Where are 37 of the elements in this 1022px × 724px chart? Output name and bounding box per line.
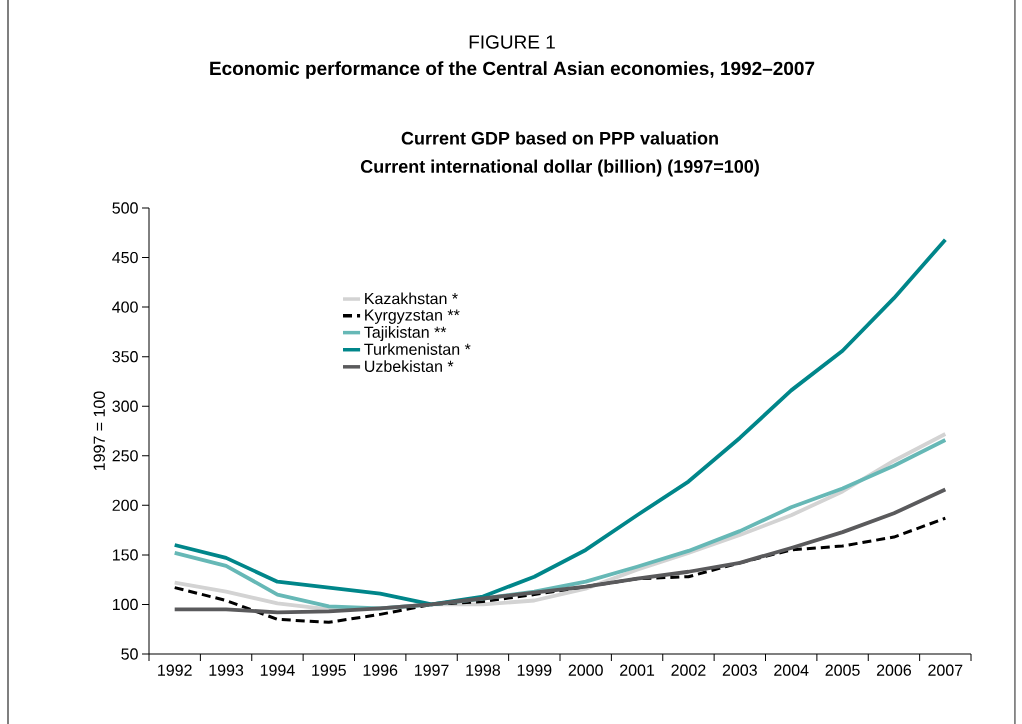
x-tick-label: 2001 — [620, 664, 655, 676]
x-tick-label: 2007 — [928, 664, 963, 676]
x-tick-label: 1998 — [466, 664, 501, 676]
x-tick-label: 1993 — [209, 664, 244, 676]
x-tick-label: 1995 — [312, 664, 346, 676]
x-tick-label: 1992 — [158, 664, 192, 676]
chart-subtitle: Current GDP based on PPP valuation — [401, 131, 718, 145]
y-tick-label: 450 — [112, 251, 138, 264]
x-tick-label: 2000 — [568, 664, 603, 676]
x-tick-label: 2004 — [774, 664, 809, 676]
legend-label: Kazakhstan * — [365, 292, 458, 305]
y-tick-label: 200 — [112, 499, 138, 512]
x-tick-label: 2002 — [671, 664, 706, 676]
x-tick-label: 1994 — [260, 664, 295, 676]
x-tick-label: 1997 — [415, 664, 449, 676]
y-tick-label: 100 — [113, 598, 138, 611]
x-tick-label: 1999 — [517, 664, 552, 676]
y-tick-label: 150 — [113, 549, 138, 561]
x-tick-label: 1996 — [363, 664, 398, 676]
y-axis-title: 1997 = 100 — [93, 391, 105, 471]
x-tick-label: 2005 — [825, 664, 860, 676]
y-tick-label: 250 — [112, 450, 138, 462]
legend-label: Turkmenistan * — [364, 343, 471, 355]
legend-label: Uzbekistan * — [365, 360, 454, 373]
x-tick-label: 2006 — [876, 664, 912, 676]
y-tick-label: 350 — [112, 351, 138, 363]
y-tick-label: 300 — [112, 400, 138, 412]
x-tick-label: 2003 — [722, 664, 757, 676]
y-tick-label: 500 — [112, 202, 138, 214]
line-series — [172, 237, 948, 607]
y-tick-label: 400 — [112, 301, 138, 313]
chart-title: Economic performance of the Central Asian economies, 1992–2007 — [210, 61, 815, 79]
legend-label: Kyrgyzstan ** — [365, 309, 460, 324]
text: Current international dollar (billion) (1997=100) — [360, 159, 759, 177]
y-tick-label: 50 — [121, 648, 138, 660]
caption: FIGURE 1 — [469, 35, 555, 49]
legend-label: Tajikistan ** — [364, 326, 447, 342]
